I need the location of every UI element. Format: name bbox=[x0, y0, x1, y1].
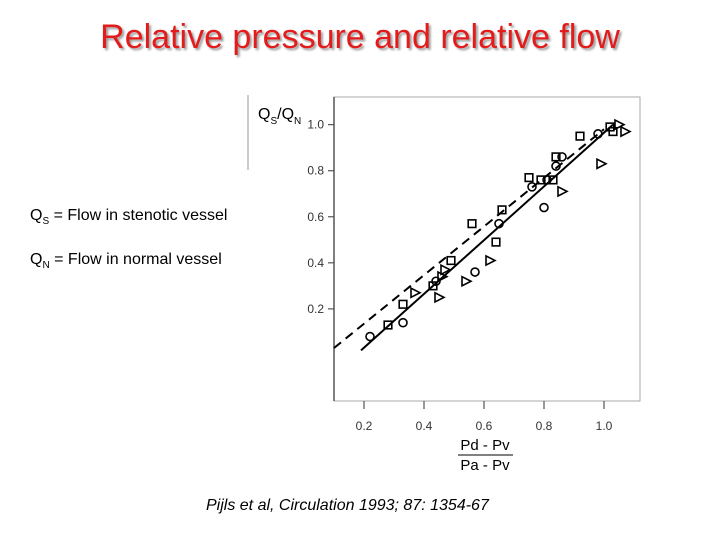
x-label-numerator: Pd - Pv bbox=[460, 437, 510, 454]
qn-symbol: Q bbox=[30, 251, 43, 268]
y-label-qn: Q bbox=[282, 106, 294, 123]
circle-point bbox=[494, 218, 504, 229]
data-points bbox=[365, 118, 632, 342]
x-tick-label: 0.6 bbox=[476, 419, 493, 433]
square-point bbox=[497, 205, 507, 215]
x-tick-label: 0.8 bbox=[536, 419, 553, 433]
circle-point bbox=[527, 182, 537, 192]
circle-point bbox=[431, 276, 441, 287]
square-point bbox=[446, 255, 456, 266]
triangle-point bbox=[434, 291, 446, 304]
x-label-denominator: Pa - Pv bbox=[460, 457, 510, 474]
square-point bbox=[608, 126, 618, 137]
square-point bbox=[536, 175, 546, 185]
circle-point bbox=[542, 175, 552, 185]
square-point bbox=[551, 152, 561, 162]
triangle-point bbox=[440, 263, 452, 276]
triangle-point bbox=[461, 275, 473, 288]
page-title: Relative pressure and relative flow bbox=[100, 18, 620, 56]
circle-point bbox=[557, 152, 567, 162]
square-point bbox=[398, 299, 408, 309]
y-tick-label: 0.4 bbox=[307, 256, 324, 270]
fit-lines bbox=[333, 123, 614, 352]
circle-point bbox=[365, 331, 375, 342]
citation: Pijls et al, Circulation 1993; 87: 1354-… bbox=[206, 497, 489, 514]
square-point bbox=[428, 281, 438, 291]
triangle-point bbox=[557, 185, 569, 198]
qs-symbol: Q bbox=[30, 207, 43, 224]
dashed-fit-line bbox=[333, 128, 605, 349]
triangle-point bbox=[614, 118, 626, 131]
circle-point bbox=[593, 129, 603, 139]
y-label-qs: Q bbox=[258, 106, 270, 123]
definition-qs: QS = Flow in stenotic vessel bbox=[30, 207, 227, 227]
y-tick-label: 1.0 bbox=[307, 118, 324, 132]
y-tick-label: 0.2 bbox=[307, 302, 324, 316]
triangle-point bbox=[596, 157, 608, 170]
triangle-point bbox=[410, 286, 422, 299]
x-tick-label: 1.0 bbox=[596, 419, 613, 433]
qn-text: = Flow in normal vessel bbox=[49, 251, 222, 268]
triangle-point bbox=[620, 125, 632, 138]
solid-fit-line bbox=[360, 123, 614, 352]
circle-point bbox=[539, 202, 549, 213]
x-tick-label: 0.4 bbox=[416, 419, 433, 433]
y-label-sub-n: N bbox=[294, 116, 301, 127]
qs-subscript: S bbox=[42, 216, 50, 228]
square-point bbox=[548, 175, 558, 185]
y-label-sep: / bbox=[277, 106, 282, 123]
x-tick-label: 0.2 bbox=[356, 419, 373, 433]
square-point bbox=[524, 173, 534, 183]
circle-point bbox=[470, 267, 480, 277]
y-label-sub-s: S bbox=[270, 116, 277, 127]
triangle-point bbox=[485, 254, 497, 267]
square-point bbox=[383, 320, 393, 330]
y-tick-label: 0.8 bbox=[307, 164, 324, 178]
definition-qn: QN = Flow in normal vessel bbox=[30, 251, 222, 271]
square-point bbox=[491, 237, 501, 247]
qn-subscript: N bbox=[42, 260, 50, 272]
qs-text: = Flow in stenotic vessel bbox=[49, 207, 228, 224]
axis-ticks: 0.2 0.4 0.6 0.8 1.0 0.2 0.4 0.6 0.8 1.0 bbox=[307, 118, 612, 433]
y-axis-label: QS/QN bbox=[258, 106, 301, 127]
square-point bbox=[575, 131, 585, 141]
y-tick-label: 0.6 bbox=[307, 210, 324, 224]
circle-point bbox=[398, 317, 408, 328]
square-point bbox=[467, 219, 477, 229]
circle-point bbox=[551, 161, 561, 171]
